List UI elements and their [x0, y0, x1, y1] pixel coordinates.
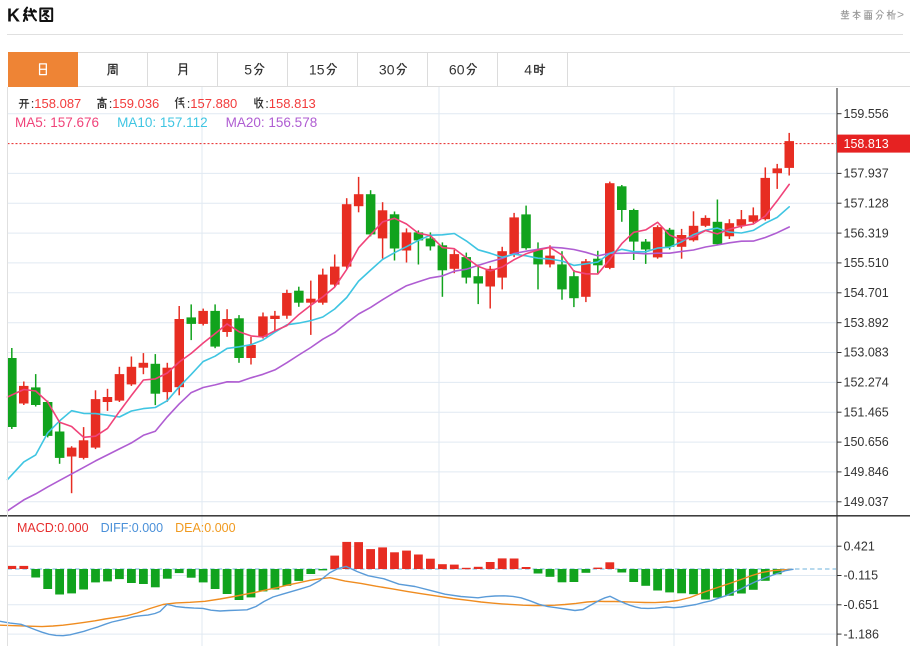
svg-text:149.846: 149.846	[844, 465, 889, 479]
svg-text:159.556: 159.556	[844, 107, 889, 121]
svg-text:-0.115: -0.115	[844, 569, 879, 583]
svg-text:0.421: 0.421	[844, 539, 875, 553]
svg-text:151.465: 151.465	[844, 405, 889, 419]
svg-text:152.274: 152.274	[844, 376, 889, 390]
svg-text:153.083: 153.083	[844, 346, 889, 360]
svg-text:154.701: 154.701	[844, 286, 889, 300]
svg-text:157.128: 157.128	[844, 196, 889, 210]
svg-text:157.937: 157.937	[844, 167, 889, 181]
svg-text:150.656: 150.656	[844, 435, 889, 449]
svg-text:153.892: 153.892	[844, 316, 889, 330]
svg-text:155.510: 155.510	[844, 256, 889, 270]
svg-text:149.037: 149.037	[844, 495, 889, 509]
svg-text:-1.186: -1.186	[844, 627, 879, 641]
svg-text:156.319: 156.319	[844, 226, 889, 240]
svg-text:158.813: 158.813	[844, 137, 889, 151]
svg-text:-0.651: -0.651	[844, 598, 879, 612]
